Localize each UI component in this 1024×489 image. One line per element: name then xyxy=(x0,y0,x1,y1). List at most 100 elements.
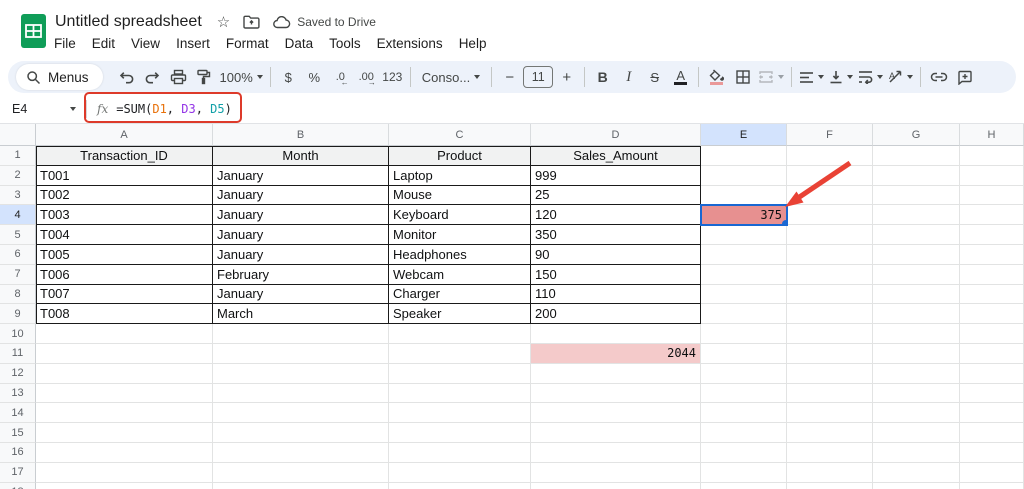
cell-E9[interactable] xyxy=(701,304,787,325)
cell-D3[interactable]: 25 xyxy=(531,185,701,206)
cell-F9[interactable] xyxy=(787,304,873,325)
select-all-corner[interactable] xyxy=(0,124,36,146)
cell-B12[interactable] xyxy=(213,363,389,384)
cell-H12[interactable] xyxy=(960,363,1024,384)
cell-E2[interactable] xyxy=(701,165,787,186)
cell-E17[interactable] xyxy=(701,462,787,483)
cell-C12[interactable] xyxy=(389,363,531,384)
column-header-B[interactable]: B xyxy=(213,124,389,146)
cell-G5[interactable] xyxy=(873,225,960,245)
cell-D18[interactable] xyxy=(531,482,701,489)
cell-F4[interactable] xyxy=(787,205,873,226)
cell-A6[interactable]: T005 xyxy=(36,244,213,265)
row-header-8[interactable]: 8 xyxy=(0,284,36,305)
cell-H18[interactable] xyxy=(960,482,1024,489)
cell-G12[interactable] xyxy=(873,363,960,384)
cell-D14[interactable] xyxy=(531,403,701,424)
cell-G6[interactable] xyxy=(873,244,960,265)
cell-B7[interactable]: February xyxy=(213,264,389,285)
cell-F7[interactable] xyxy=(787,264,873,285)
merge-cells-button[interactable] xyxy=(756,64,786,90)
cell-G16[interactable] xyxy=(873,442,960,463)
cell-H15[interactable] xyxy=(960,423,1024,443)
cell-C4[interactable]: Keyboard xyxy=(389,205,531,226)
cell-B2[interactable]: January xyxy=(213,165,389,186)
cell-G14[interactable] xyxy=(873,403,960,424)
row-header-7[interactable]: 7 xyxy=(0,264,36,285)
cell-G7[interactable] xyxy=(873,264,960,285)
cell-C14[interactable] xyxy=(389,403,531,424)
print-button[interactable] xyxy=(166,64,191,90)
cell-G3[interactable] xyxy=(873,185,960,206)
format-currency-button[interactable]: $ xyxy=(284,69,292,85)
text-color-button[interactable]: A xyxy=(668,64,693,90)
horizontal-align-button[interactable] xyxy=(797,64,826,90)
cell-H14[interactable] xyxy=(960,403,1024,424)
cell-B1[interactable]: Month xyxy=(213,146,389,166)
cell-C2[interactable]: Laptop xyxy=(389,165,531,186)
cell-H2[interactable] xyxy=(960,165,1024,186)
cell-D10[interactable] xyxy=(531,324,701,344)
row-header-1[interactable]: 1 xyxy=(0,146,36,166)
cell-B15[interactable] xyxy=(213,423,389,443)
cell-E10[interactable] xyxy=(701,324,787,344)
row-header-14[interactable]: 14 xyxy=(0,403,36,424)
cell-C10[interactable] xyxy=(389,324,531,344)
cell-F10[interactable] xyxy=(787,324,873,344)
cell-H11[interactable] xyxy=(960,343,1024,364)
cell-F1[interactable] xyxy=(787,146,873,166)
cell-F14[interactable] xyxy=(787,403,873,424)
cell-C16[interactable] xyxy=(389,442,531,463)
cell-H1[interactable] xyxy=(960,146,1024,166)
cell-G1[interactable] xyxy=(873,146,960,166)
cell-A4[interactable]: T003 xyxy=(36,205,213,226)
cell-B3[interactable]: January xyxy=(213,185,389,206)
star-icon[interactable]: ☆ xyxy=(216,14,231,31)
cell-C17[interactable] xyxy=(389,462,531,483)
borders-button[interactable] xyxy=(730,64,755,90)
cell-H9[interactable] xyxy=(960,304,1024,325)
cell-E18[interactable] xyxy=(701,482,787,489)
cell-A11[interactable] xyxy=(36,343,213,364)
cell-E12[interactable] xyxy=(701,363,787,384)
paint-format-button[interactable] xyxy=(192,64,217,90)
cell-C15[interactable] xyxy=(389,423,531,443)
font-size-input[interactable]: 11 xyxy=(523,66,554,88)
cell-D13[interactable] xyxy=(531,383,701,404)
cell-D12[interactable] xyxy=(531,363,701,384)
cell-H13[interactable] xyxy=(960,383,1024,404)
column-header-D[interactable]: D xyxy=(531,124,701,146)
cell-E7[interactable] xyxy=(701,264,787,285)
cell-B6[interactable]: January xyxy=(213,244,389,265)
fill-handle[interactable] xyxy=(782,220,786,225)
menu-extensions[interactable]: Extensions xyxy=(376,36,443,51)
column-header-H[interactable]: H xyxy=(960,124,1024,146)
text-rotation-button[interactable]: A xyxy=(886,64,915,90)
cell-D17[interactable] xyxy=(531,462,701,483)
column-header-C[interactable]: C xyxy=(389,124,531,146)
cell-A13[interactable] xyxy=(36,383,213,404)
cell-F6[interactable] xyxy=(787,244,873,265)
cell-F2[interactable] xyxy=(787,165,873,186)
cell-C5[interactable]: Monitor xyxy=(389,225,531,245)
cell-A7[interactable]: T006 xyxy=(36,264,213,285)
name-box[interactable]: E4 xyxy=(0,95,86,123)
cell-D9[interactable]: 200 xyxy=(531,304,701,325)
menu-view[interactable]: View xyxy=(131,36,161,51)
redo-button[interactable] xyxy=(140,64,165,90)
column-header-E[interactable]: E xyxy=(701,124,787,146)
bold-button[interactable]: B xyxy=(597,69,608,85)
cell-C9[interactable]: Speaker xyxy=(389,304,531,325)
insert-comment-button[interactable] xyxy=(952,64,977,90)
column-header-A[interactable]: A xyxy=(36,124,213,146)
document-title[interactable]: Untitled spreadsheet xyxy=(55,13,202,30)
save-status[interactable]: Saved to Drive xyxy=(273,15,376,29)
row-header-6[interactable]: 6 xyxy=(0,244,36,265)
decrease-decimal-button[interactable]: .0 ← xyxy=(335,71,349,87)
row-header-18[interactable]: 18 xyxy=(0,482,36,489)
cell-E6[interactable] xyxy=(701,244,787,265)
cell-F15[interactable] xyxy=(787,423,873,443)
cell-F13[interactable] xyxy=(787,383,873,404)
row-header-11[interactable]: 11 xyxy=(0,343,36,364)
italic-button[interactable]: I xyxy=(626,68,632,85)
